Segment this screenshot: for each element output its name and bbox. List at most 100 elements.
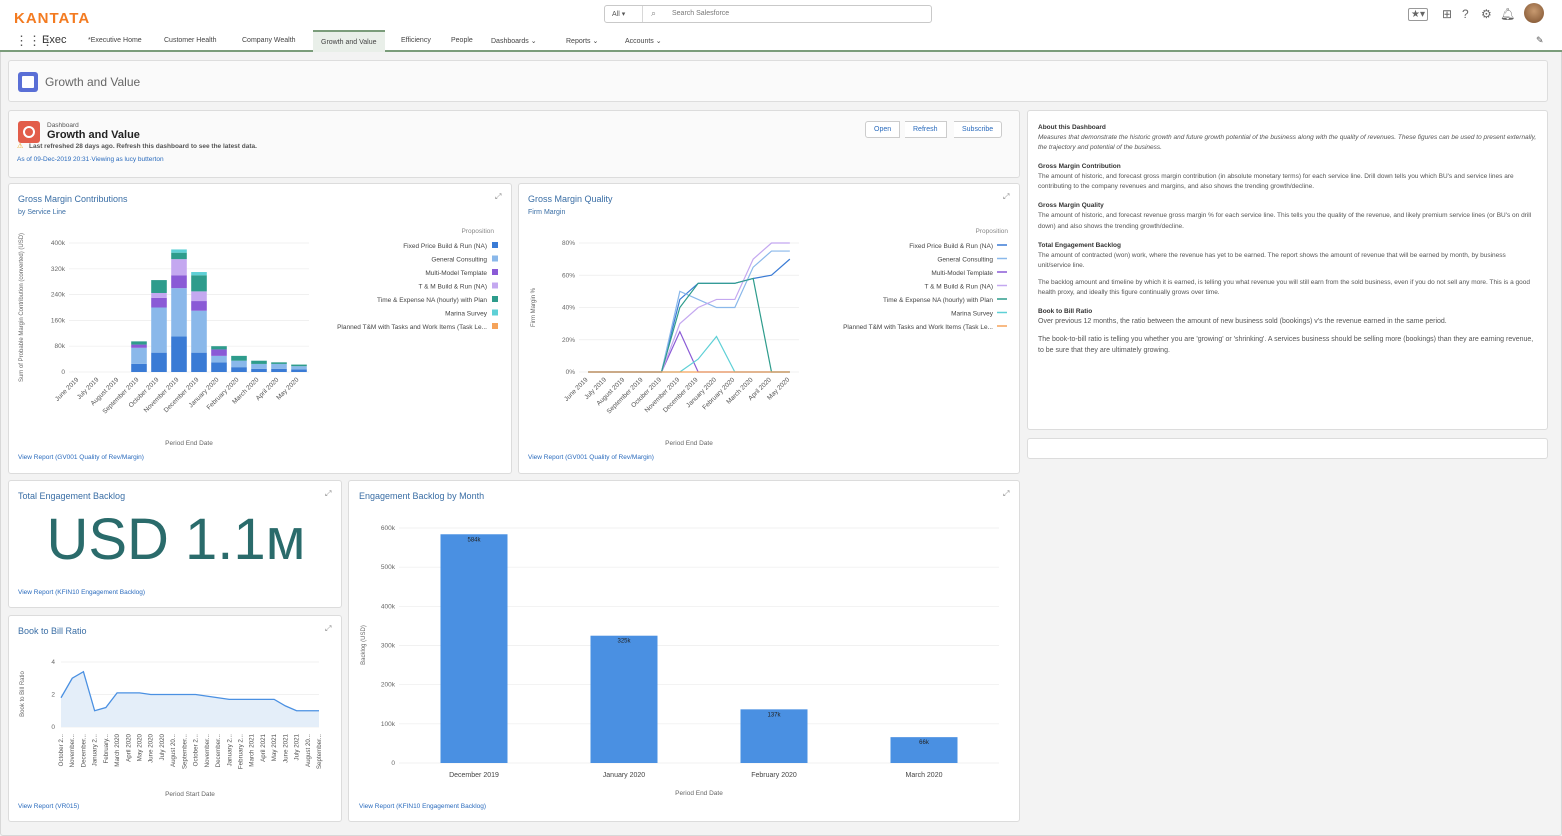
bar-segment [191, 291, 207, 302]
x-tick-label: January 2... [226, 734, 233, 767]
chevron-down-icon[interactable]: ⌄ [592, 38, 599, 45]
legend-swatch [492, 323, 498, 329]
legend-title: Proposition [975, 228, 1008, 235]
app-launcher-icon[interactable]: ⋮⋮⋮ [15, 33, 54, 48]
bar-segment [251, 360, 267, 364]
x-tick-label: February 2... [237, 734, 244, 769]
favorites-star-icon[interactable]: ★▾ [1408, 8, 1428, 21]
subscribe-button[interactable]: Subscribe [954, 121, 1003, 138]
search-scope-select[interactable]: All ▾ [605, 6, 643, 22]
y-axis-title: Sum of Probable Margin Contribution (con… [19, 233, 25, 382]
tab-dashboards[interactable]: Dashboards ⌄ [491, 37, 537, 45]
section-heading: Gross Margin Quality [1038, 202, 1104, 210]
bar-segment [191, 301, 207, 311]
series-line [588, 277, 790, 373]
expand-icon[interactable]: ⤢ [325, 489, 332, 498]
y-tick-label: 600k [381, 525, 396, 532]
x-tick-label: April 2021 [260, 733, 267, 761]
card-title: Engagement Backlog by Month [359, 491, 485, 501]
chevron-down-icon[interactable]: ⌄ [655, 38, 662, 45]
expand-icon[interactable]: ⤢ [1003, 489, 1010, 498]
tab-accounts[interactable]: Accounts ⌄ [625, 37, 662, 45]
legend-label: Marina Survey [445, 311, 488, 318]
legend-label: Planned T&M with Tasks and Work Items (T… [843, 324, 993, 331]
x-tick-label: February... [103, 734, 110, 764]
chevron-down-icon[interactable]: ⌄ [530, 38, 537, 45]
bar-segment [151, 297, 167, 308]
backlog-by-month-chart[interactable]: 0 100k 200k 300k 400k 500k 600k 584k December 20… [349, 481, 1021, 823]
page-header: Growth and Value [8, 60, 1548, 102]
book-to-bill-chart[interactable]: 0 2 4 October 2... November... December... Jan… [9, 616, 343, 823]
expand-icon[interactable]: ⤢ [1003, 192, 1010, 201]
legend-swatch [492, 255, 498, 262]
tab-reports[interactable]: Reports ⌄ [566, 37, 598, 45]
bar [740, 709, 808, 763]
legend-label: Planned T&M with Tasks and Work Items (T… [337, 324, 487, 331]
view-report-link[interactable]: View Report (VR015) [18, 803, 80, 810]
global-header: KANTATA All ▾ ⌕ Search Salesforce ★▾ ⊞ ?… [0, 0, 1562, 30]
open-button[interactable]: Open [865, 121, 901, 138]
x-tick-label: May 2020 [275, 376, 300, 401]
bar-segment [171, 252, 187, 260]
x-tick-label: April 2020 [125, 733, 132, 761]
data-label: 584k [467, 537, 481, 543]
bar-segment [291, 369, 307, 372]
tab-company-wealth[interactable]: Company Wealth [242, 37, 296, 44]
bar-segment [211, 346, 227, 350]
empty-component-card [1027, 438, 1548, 459]
x-tick-label: October 2... [58, 734, 65, 767]
tab-people[interactable]: People [451, 37, 473, 44]
expand-icon[interactable]: ⤢ [495, 192, 502, 201]
expand-icon[interactable]: ⤢ [325, 624, 332, 633]
legend-label: General Consulting [937, 257, 993, 264]
view-report-link[interactable]: View Report (GV001 Quality of Rev/Margin… [528, 454, 654, 461]
user-avatar[interactable] [1524, 3, 1544, 23]
gross-margin-quality-card: Gross Margin Quality Firm Margin ⤢ 0% 20%… [518, 183, 1020, 474]
x-tick-label: March 2020 [114, 733, 121, 766]
bar-segment [131, 347, 147, 364]
global-actions-icon[interactable]: ⊞ [1442, 7, 1453, 21]
x-tick-label: June 2019 [54, 376, 81, 403]
tab-efficiency[interactable]: Efficiency [401, 37, 431, 44]
refresh-button[interactable]: Refresh [905, 121, 947, 138]
tab-executive-home[interactable]: *Executive Home [88, 37, 142, 44]
tab-customer-health[interactable]: Customer Health [164, 37, 217, 44]
bar-segment [151, 307, 167, 353]
bar-segment [231, 355, 247, 361]
as-of-text: As of 09-Dec-2019 20:31·Viewing as lucy … [17, 156, 164, 163]
help-icon[interactable]: ? [1462, 7, 1469, 21]
notifications-bell-icon[interactable]: 🔔︎ [1500, 7, 1516, 21]
bar-segment [251, 363, 267, 369]
metric-value[interactable]: USD 1.1м [46, 507, 306, 572]
view-report-link[interactable]: View Report (KFIN10 Engagement Backlog) [359, 803, 487, 810]
bar-segment [191, 275, 207, 292]
y-tick-label: 160k [51, 317, 66, 324]
legend-swatch [492, 242, 498, 248]
bar-segment [131, 344, 147, 348]
bar-segment [291, 366, 307, 370]
global-search[interactable]: All ▾ ⌕ Search Salesforce [604, 5, 932, 23]
bar-segment [211, 362, 227, 372]
x-tick-label: May 2020 [137, 733, 144, 761]
card-title: Total Engagement Backlog [18, 491, 126, 501]
series-line [588, 335, 790, 373]
tab-growth-and-value[interactable]: Growth and Value [313, 30, 385, 52]
legend-label: Fixed Price Build & Run (NA) [909, 243, 993, 250]
y-tick-label: 0 [51, 724, 55, 731]
edit-nav-pencil-icon[interactable]: ✎ [1536, 35, 1544, 45]
legend-swatch [492, 282, 498, 289]
kantata-logo[interactable]: KANTATA [14, 10, 91, 27]
x-axis-title: Period Start Date [165, 791, 215, 798]
search-input[interactable]: Search Salesforce [672, 10, 730, 17]
setup-gear-icon[interactable]: ⚙ [1481, 7, 1492, 21]
x-tick-label: January 2020 [603, 772, 646, 779]
view-report-link[interactable]: View Report (GV001 Quality of Rev/Margin… [18, 454, 144, 461]
x-tick-label: September... [181, 734, 188, 769]
card-subtitle: by Service Line [18, 209, 66, 216]
bar-segment [191, 310, 207, 353]
dashboard-icon [18, 72, 38, 92]
card-title: Book to Bill Ratio [18, 626, 87, 636]
view-report-link[interactable]: View Report (KFIN10 Engagement Backlog) [18, 589, 146, 596]
